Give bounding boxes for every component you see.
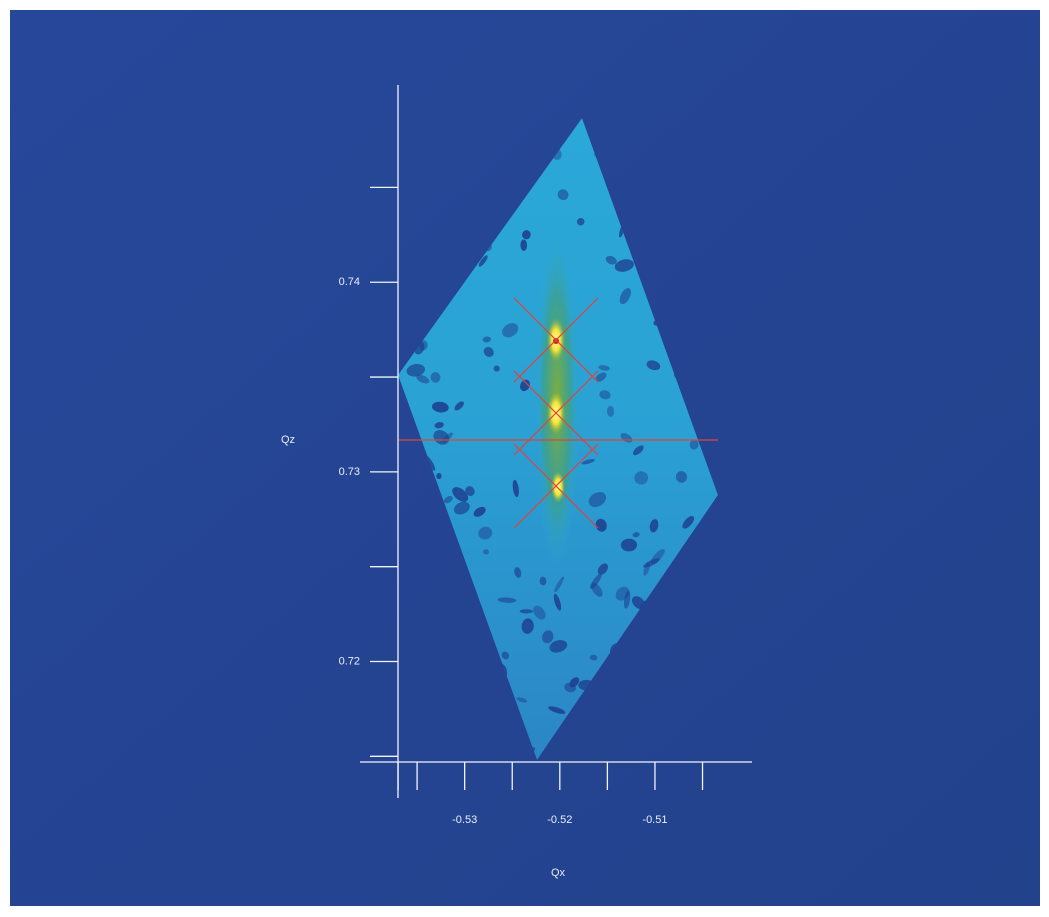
peak xyxy=(551,471,565,503)
chart: Qz Qx 0.72 0.73 0.74 -0.53 -0.52 -0.51 xyxy=(0,0,1049,917)
y-tick-label: 0.72 xyxy=(339,655,360,667)
y-axis-label: Qz xyxy=(281,434,295,446)
x-tick-label: -0.51 xyxy=(642,814,667,826)
x-axis-label: Qx xyxy=(551,867,566,879)
page: {"chart_data": {"type": "map", "xlabel":… xyxy=(0,0,1049,917)
x-tick-label: -0.52 xyxy=(547,814,572,826)
y-tick-label: 0.74 xyxy=(339,276,360,288)
peak-center xyxy=(553,338,559,344)
x-tick-label: -0.53 xyxy=(452,814,477,826)
y-tick-label: 0.73 xyxy=(339,466,360,478)
